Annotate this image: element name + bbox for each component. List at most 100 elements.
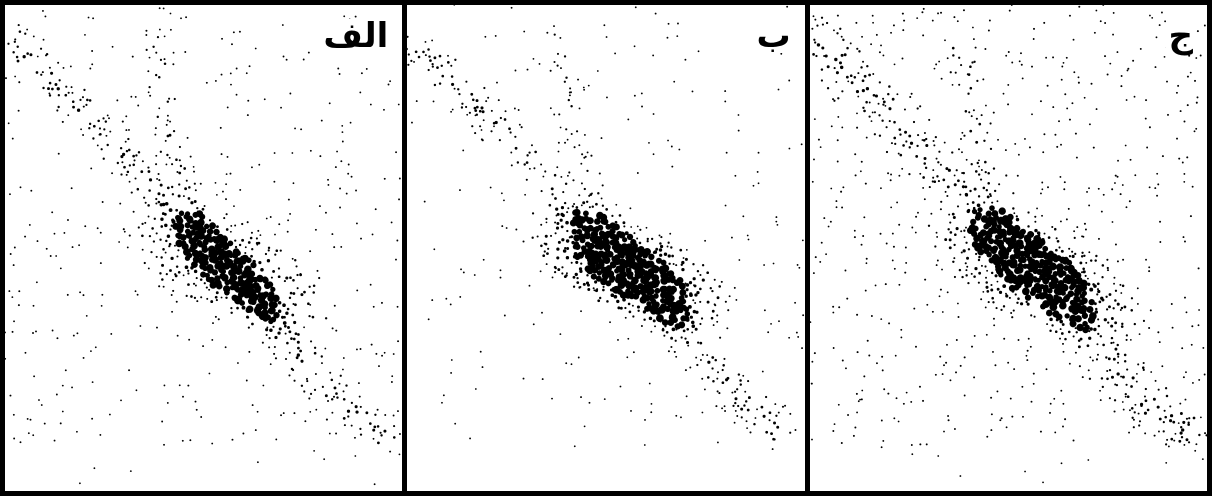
urban-speckle [358, 395, 361, 398]
urban-speckle [354, 455, 357, 457]
urban-speckle [343, 424, 346, 427]
urban-speckle [1170, 437, 1173, 441]
urban-speckle [214, 79, 217, 82]
urban-speckle [180, 17, 182, 20]
urban-speckle [1092, 146, 1095, 149]
urban-speckle [1046, 84, 1049, 87]
urban-speckle [168, 242, 172, 246]
urban-speckle [653, 250, 658, 254]
urban-speckle [725, 378, 729, 382]
urban-speckle [196, 300, 199, 303]
urban-speckle [372, 428, 376, 432]
urban-speckle [540, 163, 543, 166]
urban-speckle [667, 241, 671, 244]
urban-speckle [523, 30, 526, 33]
urban-speckle [245, 72, 248, 75]
urban-speckle [82, 134, 85, 136]
urban-speckle [1121, 375, 1125, 379]
urban-speckle [199, 213, 206, 220]
urban-speckle [811, 27, 814, 30]
urban-speckle [845, 46, 849, 50]
urban-speckle [479, 109, 482, 113]
urban-speckle [239, 257, 247, 265]
urban-speckle [1059, 220, 1062, 223]
urban-speckle [697, 341, 700, 344]
urban-speckle [648, 253, 655, 261]
urban-speckle [985, 251, 992, 258]
urban-speckle [1064, 313, 1070, 319]
urban-speckle [134, 95, 137, 98]
urban-speckle [208, 219, 212, 222]
urban-speckle [147, 70, 150, 73]
urban-speckle [757, 182, 760, 185]
urban-speckle [1040, 214, 1043, 217]
urban-speckle [193, 170, 196, 173]
urban-speckle [957, 56, 960, 59]
urban-speckle [108, 117, 110, 120]
urban-speckle [757, 170, 759, 173]
urban-speckle [1024, 294, 1031, 301]
urban-speckle [977, 207, 983, 213]
urban-speckle [988, 19, 991, 22]
urban-speckle [652, 113, 655, 115]
urban-speckle [925, 443, 928, 446]
urban-speckle [620, 306, 624, 310]
urban-speckle [731, 236, 734, 239]
urban-speckle [566, 256, 570, 260]
urban-speckle [1149, 371, 1152, 373]
urban-speckle [861, 79, 865, 83]
urban-speckle [532, 212, 535, 215]
urban-speckle [945, 194, 949, 198]
urban-speckle [658, 234, 661, 237]
urban-speckle [1070, 281, 1077, 289]
urban-speckle [40, 73, 43, 76]
urban-speckle [320, 355, 323, 358]
urban-speckle [1116, 159, 1119, 162]
urban-speckle [830, 125, 833, 128]
urban-speckle [866, 339, 869, 342]
urban-speckle [1093, 272, 1096, 275]
urban-speckle [1055, 313, 1063, 321]
urban-speckle [700, 359, 703, 361]
urban-speckle [80, 128, 82, 131]
urban-speckle [816, 24, 819, 27]
urban-speckle [961, 131, 963, 134]
urban-speckle [576, 228, 583, 235]
urban-speckle [471, 125, 474, 128]
urban-speckle [526, 178, 529, 181]
urban-speckle [991, 350, 994, 353]
urban-speckle [581, 182, 584, 185]
urban-speckle [365, 67, 368, 70]
urban-speckle [550, 107, 553, 110]
urban-speckle [342, 417, 346, 420]
urban-speckle [17, 304, 20, 307]
urban-speckle [914, 155, 918, 158]
urban-speckle [230, 83, 232, 86]
urban-speckle [855, 47, 859, 50]
urban-speckle [622, 221, 626, 225]
urban-speckle [251, 322, 254, 326]
urban-speckle [1165, 438, 1168, 441]
urban-speckle [170, 256, 174, 261]
urban-speckle [1051, 324, 1054, 327]
urban-speckle [765, 430, 769, 434]
urban-speckle [55, 255, 58, 257]
urban-speckle [1084, 261, 1087, 264]
urban-speckle [910, 444, 913, 446]
urban-speckle [355, 410, 359, 414]
urban-speckle [637, 172, 640, 174]
urban-speckle [947, 228, 950, 231]
urban-speckle [165, 163, 168, 166]
urban-speckle [160, 217, 164, 221]
urban-speckle [232, 252, 239, 259]
urban-speckle [789, 412, 792, 415]
urban-speckle [1106, 321, 1109, 324]
urban-speckle [436, 66, 440, 69]
urban-speckle [644, 444, 647, 446]
urban-speckle [892, 120, 896, 124]
urban-speckle [295, 265, 298, 268]
urban-speckle [1002, 253, 1009, 260]
urban-speckle [329, 371, 332, 374]
urban-speckle [311, 315, 315, 319]
urban-speckle [479, 125, 482, 128]
